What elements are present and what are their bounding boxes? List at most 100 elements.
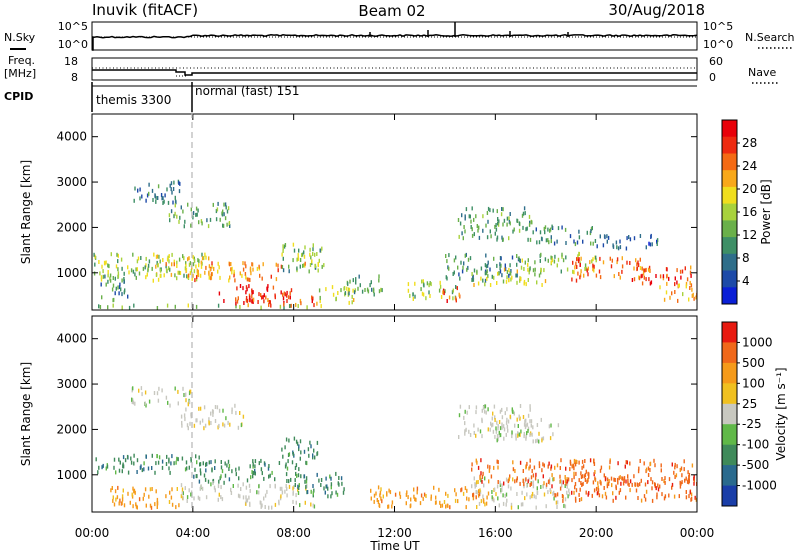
- range-gate-cell: [580, 471, 582, 476]
- noise-spikes: [369, 22, 569, 37]
- range-gate-cell: [292, 486, 294, 491]
- range-gate-cell: [678, 283, 680, 288]
- range-gate-cell: [119, 460, 121, 465]
- range-gate-cell: [189, 421, 191, 426]
- range-gate-cell: [127, 294, 129, 299]
- time-tick-label: 04:00: [176, 526, 211, 540]
- range-gate-cell: [307, 447, 310, 452]
- range-gate-cell: [136, 470, 138, 474]
- range-gate-cell: [227, 420, 229, 425]
- range-gate-cell: [161, 459, 164, 464]
- range-gate-cell: [523, 484, 525, 489]
- range-gate-cell: [277, 268, 279, 273]
- range-gate-cell: [529, 404, 531, 409]
- range-gate-cell: [428, 290, 430, 295]
- range-gate-cell: [260, 504, 262, 509]
- range-gate-cell: [527, 428, 529, 433]
- range-gate-cell: [559, 486, 562, 491]
- range-gate-cell: [537, 479, 539, 484]
- range-gate-cell: [220, 460, 222, 464]
- range-gate-cell: [187, 303, 189, 308]
- range-gate-cell: [574, 482, 577, 486]
- range-gate-cell: [225, 416, 227, 421]
- range-gate-cell: [136, 458, 139, 463]
- range-gate-cell: [634, 482, 636, 487]
- range-gate-cell: [113, 457, 116, 462]
- range-gate-cell: [493, 465, 495, 470]
- range-gate-cell: [616, 245, 618, 250]
- colorbar-tick-label: 25: [742, 397, 757, 411]
- range-gate-cell: [167, 200, 170, 205]
- range-gate-cell: [310, 502, 312, 507]
- range-gate-cell: [178, 270, 180, 275]
- range-gate-cell: [571, 277, 573, 282]
- range-gate-cell: [641, 273, 643, 278]
- range-gate-cell: [615, 495, 617, 500]
- colorbar-segment: [722, 203, 737, 221]
- range-gate-cell: [525, 418, 527, 423]
- range-gate-cell: [566, 477, 568, 482]
- range-gate-cell: [480, 266, 483, 271]
- range-gate-cell: [592, 257, 594, 262]
- range-gate-cell: [557, 226, 560, 231]
- range-gate-cell: [488, 479, 490, 484]
- range-gate-cell: [468, 429, 470, 434]
- colorbar-frame: [721, 321, 738, 507]
- range-gate-cell: [195, 212, 197, 217]
- range-gate-cell: [454, 498, 457, 503]
- range-gate-cell: [217, 484, 220, 489]
- range-gate-cell: [274, 477, 276, 482]
- range-gate-cell: [118, 285, 121, 290]
- range-gate-cell: [501, 235, 503, 240]
- range-gate-cell: [251, 290, 253, 295]
- range-gate-cell: [693, 476, 695, 481]
- range-gate-cell: [282, 256, 284, 261]
- range-gate-cell: [684, 478, 686, 483]
- range-gate-cell: [509, 271, 512, 276]
- range-gate-cell: [529, 483, 531, 487]
- range-gate-cell: [582, 481, 584, 486]
- range-gate-cell: [268, 300, 270, 304]
- range-gate-cell: [145, 403, 147, 408]
- range-gate-cell: [421, 279, 423, 284]
- range-gate-cell: [492, 208, 494, 213]
- range-gate-cell: [168, 259, 170, 264]
- range-gate-cell: [174, 273, 176, 278]
- range-gate-cell: [299, 439, 302, 444]
- range-gate-cell: [271, 470, 273, 475]
- range-gate-cell: [299, 298, 302, 303]
- range-gate-cell: [140, 386, 143, 391]
- range-gate-cell: [169, 218, 171, 223]
- range-gate-cell: [208, 256, 210, 261]
- range-gate-cell: [145, 198, 147, 203]
- range-gate-cell: [636, 482, 638, 487]
- range-gate-cell: [178, 180, 180, 185]
- range-gate-cell: [215, 209, 218, 214]
- range-gate-cell: [481, 434, 483, 439]
- range-gate-cell: [629, 479, 632, 484]
- range-gate-cell: [192, 273, 194, 278]
- range-gate-cell: [695, 295, 697, 300]
- range-gate-cell: [220, 465, 223, 470]
- range-gate-cell: [553, 496, 555, 501]
- range-gate-cell: [508, 219, 511, 224]
- range-gate-cell: [330, 482, 333, 487]
- range-gate-cell: [511, 255, 514, 260]
- range-gate-cell: [688, 479, 690, 484]
- range-gate-cell: [534, 260, 536, 265]
- range-gate-cell: [508, 278, 510, 283]
- range-gate-cell: [613, 477, 615, 482]
- range-gate-cell: [499, 483, 502, 488]
- range-gate-cell: [604, 491, 607, 496]
- range-gate-cell: [252, 464, 254, 469]
- range-gate-cell: [126, 454, 129, 459]
- freq-panel-frame: [91, 57, 698, 81]
- range-gate-cell: [560, 269, 562, 274]
- range-gate-cell: [486, 269, 488, 274]
- range-gate-cell: [211, 467, 213, 472]
- range-gate-cell: [636, 266, 638, 271]
- range-gate-cell: [288, 269, 290, 274]
- range-gate-cell: [182, 254, 184, 259]
- range-gate-cell: [510, 269, 512, 273]
- range-gate-cell: [544, 225, 547, 230]
